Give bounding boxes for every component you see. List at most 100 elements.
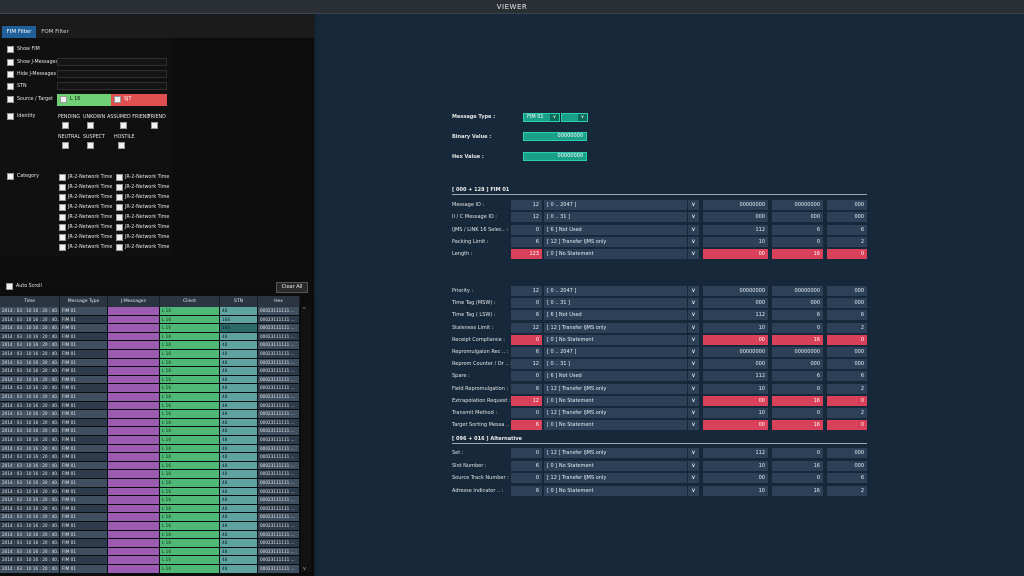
field-bits[interactable]: 123 xyxy=(511,249,542,260)
field-value-a[interactable]: 10 xyxy=(703,460,768,471)
hide-jmessages-input[interactable] xyxy=(57,70,167,78)
field-value-c[interactable]: 2 xyxy=(827,322,867,333)
field-bits[interactable]: 12 xyxy=(511,200,542,210)
field-value-c[interactable]: 6 xyxy=(827,371,867,382)
field-value-c[interactable]: 000 xyxy=(827,298,867,309)
field-value-c[interactable]: 000 xyxy=(827,359,867,370)
field-range-select[interactable]: [ 0 .. 2047 ] xyxy=(544,347,687,357)
field-bits[interactable]: 0 xyxy=(511,371,542,382)
field-value-b[interactable]: 16 xyxy=(772,249,823,260)
message-type-dropdown[interactable]: FIM 01 ∨ xyxy=(523,113,560,122)
chevron-down-icon[interactable]: ∨ xyxy=(687,224,699,235)
field-bits[interactable]: 0 xyxy=(511,298,542,309)
scroll-down-icon[interactable]: v xyxy=(303,566,306,572)
field-value-c[interactable]: 6 xyxy=(827,310,867,321)
chevron-down-icon[interactable]: ∨ xyxy=(687,334,699,345)
field-value-a[interactable]: 00 xyxy=(703,249,768,260)
field-bits[interactable]: 6 xyxy=(511,236,542,247)
category-checkbox-item[interactable] xyxy=(116,184,123,191)
table-row[interactable]: 2014 : 03 : 10 16 : 20 : 40.. FIM 01 L 16 4… xyxy=(0,401,300,411)
table-row[interactable]: 2014 : 03 : 10 16 : 20 : 40.. FIM 01 L 16 4… xyxy=(0,496,300,505)
field-bits[interactable]: 6 xyxy=(511,420,542,431)
field-value-a[interactable]: 00 xyxy=(703,334,768,345)
category-checkbox-item[interactable] xyxy=(59,184,66,191)
target-checkbox[interactable] xyxy=(114,96,121,103)
field-value-b[interactable]: 0 xyxy=(772,408,823,418)
table-row[interactable]: 2014 : 03 : 10 16 : 20 : 40.. FIM 01 L 16 4… xyxy=(0,565,300,574)
field-value-b[interactable]: 00000000 xyxy=(772,347,823,357)
chevron-down-icon[interactable]: ∨ xyxy=(687,298,699,309)
category-checkbox-item[interactable] xyxy=(116,224,123,231)
field-value-a[interactable]: 00000000 xyxy=(703,200,768,210)
show-fim-checkbox[interactable] xyxy=(7,46,14,53)
table-row[interactable]: 2014 : 03 : 10 16 : 20 : 40.. FIM 01 L 16 4… xyxy=(0,547,300,557)
field-value-a[interactable]: 00000000 xyxy=(703,347,768,357)
field-range-select[interactable]: [ 0 ] No Statement xyxy=(544,395,687,406)
field-bits[interactable]: 6 xyxy=(511,347,542,357)
field-value-b[interactable]: 16 xyxy=(772,334,823,345)
source-checkbox[interactable] xyxy=(60,96,67,103)
category-checkbox-item[interactable] xyxy=(116,194,123,201)
identity-pending-checkbox[interactable] xyxy=(62,122,69,129)
chevron-down-icon[interactable]: ∨ xyxy=(687,408,699,418)
identity-hostile-checkbox[interactable] xyxy=(118,142,125,149)
field-value-b[interactable]: 000 xyxy=(772,359,823,370)
field-value-a[interactable]: 112 xyxy=(703,224,768,235)
chevron-down-icon[interactable]: ∨ xyxy=(687,347,699,357)
field-value-b[interactable]: 0 xyxy=(772,236,823,247)
field-range-select[interactable]: [ 12 ] Transfer IJMS only xyxy=(544,322,687,333)
field-value-c[interactable]: 0 xyxy=(827,420,867,431)
field-value-b[interactable]: 6 xyxy=(772,371,823,382)
table-row[interactable]: 2014 : 03 : 10 16 : 20 : 40.. FIM 01 L 16 4… xyxy=(0,556,300,565)
chevron-down-icon[interactable]: ∨ xyxy=(687,249,699,260)
grid-scrollbar[interactable]: ^ v xyxy=(301,307,311,572)
field-value-b[interactable]: 00000000 xyxy=(772,286,823,296)
field-range-select[interactable]: [ 12 ] Transfer IJMS only xyxy=(544,448,687,458)
chevron-down-icon[interactable]: ∨ xyxy=(687,322,699,333)
table-row[interactable]: 2014 : 03 : 10 16 : 20 : 40.. FIM 01 L 16 4… xyxy=(0,332,300,342)
table-row[interactable]: 2014 : 03 : 10 16 : 20 : 40.. FIM 01 L 16 4… xyxy=(0,384,300,393)
chevron-down-icon[interactable]: ∨ xyxy=(687,395,699,406)
field-bits[interactable]: 6 xyxy=(511,485,542,496)
table-row[interactable]: 2014 : 03 : 10 16 : 20 : 40.. FIM 01 L 16 4… xyxy=(0,307,300,316)
field-value-c[interactable]: 2 xyxy=(827,485,867,496)
field-value-c[interactable]: 000 xyxy=(827,347,867,357)
chevron-down-icon[interactable]: ∨ xyxy=(687,359,699,370)
field-value-c[interactable]: 000 xyxy=(827,460,867,471)
chevron-down-icon[interactable]: ∨ xyxy=(687,371,699,382)
field-value-a[interactable]: 10 xyxy=(703,322,768,333)
table-row[interactable]: 2014 : 03 : 10 16 : 20 : 40.. FIM 01 L 16 4… xyxy=(0,453,300,462)
field-value-a[interactable]: 00 xyxy=(703,420,768,431)
chevron-down-icon[interactable]: ∨ xyxy=(687,286,699,296)
field-value-a[interactable]: 00 xyxy=(703,395,768,406)
clear-all-button[interactable]: Clear All xyxy=(276,282,308,293)
table-row[interactable]: 2014 : 03 : 10 16 : 20 : 40.. FIM 01 L 16 1… xyxy=(0,324,300,333)
chevron-down-icon[interactable]: ∨ xyxy=(687,420,699,431)
field-value-b[interactable]: 000 xyxy=(772,298,823,309)
field-value-b[interactable]: 16 xyxy=(772,395,823,406)
field-bits[interactable]: 0 xyxy=(511,473,542,483)
field-bits[interactable]: 0 xyxy=(511,334,542,345)
table-row[interactable]: 2014 : 03 : 10 16 : 20 : 40.. FIM 01 L 16 1… xyxy=(0,315,300,325)
field-value-c[interactable]: 0 xyxy=(827,395,867,406)
field-value-a[interactable]: 10 xyxy=(703,485,768,496)
table-row[interactable]: 2014 : 03 : 10 16 : 20 : 40.. FIM 01 L 16 4… xyxy=(0,393,300,402)
target-field[interactable]: SJT xyxy=(111,94,167,106)
field-value-b[interactable]: 0 xyxy=(772,322,823,333)
category-checkbox[interactable] xyxy=(7,173,14,180)
field-value-c[interactable]: 2 xyxy=(827,383,867,394)
header-client[interactable]: Client xyxy=(160,296,220,307)
identity-unkown-checkbox[interactable] xyxy=(87,122,94,129)
field-range-select[interactable]: [ 0 .. 31 ] xyxy=(544,298,687,309)
field-range-select[interactable]: [ 12 ] Transfer IJMS only xyxy=(544,236,687,247)
category-checkbox-item[interactable] xyxy=(59,244,66,251)
table-row[interactable]: 2014 : 03 : 10 16 : 20 : 40.. FIM 01 L 16 4… xyxy=(0,350,300,359)
chevron-down-icon[interactable]: ∨ xyxy=(687,310,699,321)
table-row[interactable]: 2014 : 03 : 10 16 : 20 : 40.. FIM 01 L 16 4… xyxy=(0,461,300,471)
category-checkbox-item[interactable] xyxy=(59,204,66,211)
identity-suspect-checkbox[interactable] xyxy=(87,142,94,149)
field-value-c[interactable]: 000 xyxy=(827,200,867,210)
field-range-select[interactable]: [ 12 ] Transfer IJMS only xyxy=(544,408,687,418)
field-value-c[interactable]: 000 xyxy=(827,286,867,296)
field-range-select[interactable]: [ 0 ] No Statement xyxy=(544,334,687,345)
